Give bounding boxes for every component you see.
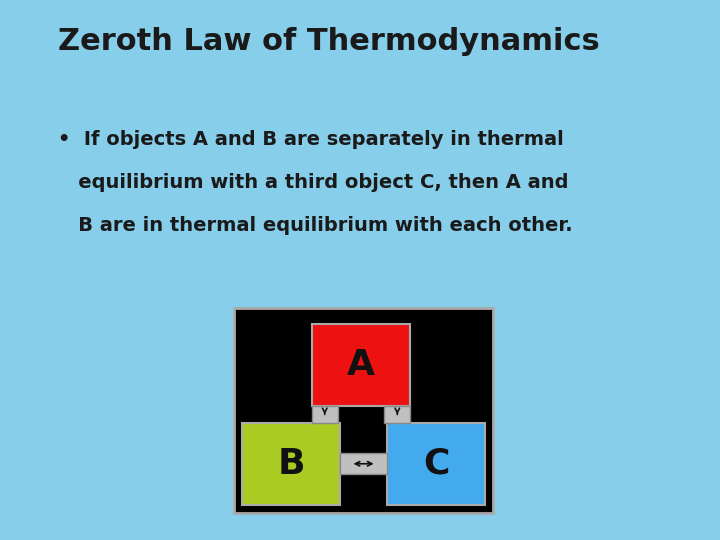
- Bar: [312, 406, 338, 423]
- Bar: [387, 423, 485, 505]
- Bar: [242, 423, 341, 505]
- Text: Zeroth Law of Thermodynamics: Zeroth Law of Thermodynamics: [58, 27, 599, 56]
- Text: equilibrium with a third object C, then A and: equilibrium with a third object C, then …: [58, 173, 568, 192]
- Bar: [384, 406, 410, 423]
- Text: •  If objects A and B are separately in thermal: • If objects A and B are separately in t…: [58, 130, 563, 148]
- Bar: [312, 324, 410, 406]
- Text: C: C: [423, 447, 449, 481]
- Text: A: A: [347, 348, 375, 382]
- Text: B are in thermal equilibrium with each other.: B are in thermal equilibrium with each o…: [58, 216, 572, 235]
- Text: B: B: [277, 447, 305, 481]
- Bar: [341, 454, 387, 474]
